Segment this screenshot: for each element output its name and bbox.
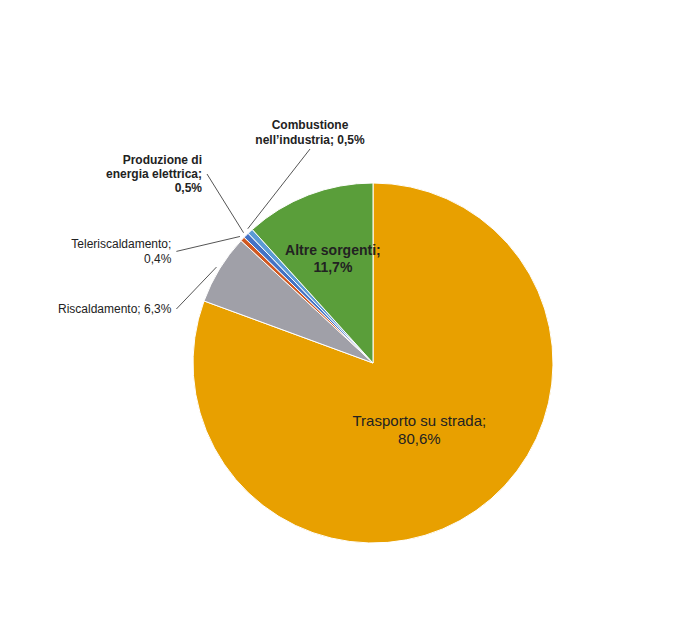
svg-text:Produzione dienergia elettrica: Produzione dienergia elettrica;0,5% <box>106 153 202 196</box>
svg-text:Combustionenell’industria; 0,5: Combustionenell’industria; 0,5% <box>255 118 365 146</box>
svg-text:Riscaldamento; 6,3%: Riscaldamento; 6,3% <box>58 302 172 316</box>
svg-text:Altre sorgenti;11,7%: Altre sorgenti;11,7% <box>285 242 381 275</box>
svg-text:Trasporto su strada;80,6%: Trasporto su strada;80,6% <box>353 412 487 447</box>
svg-text:Teleriscaldamento;0,4%: Teleriscaldamento;0,4% <box>71 237 171 265</box>
